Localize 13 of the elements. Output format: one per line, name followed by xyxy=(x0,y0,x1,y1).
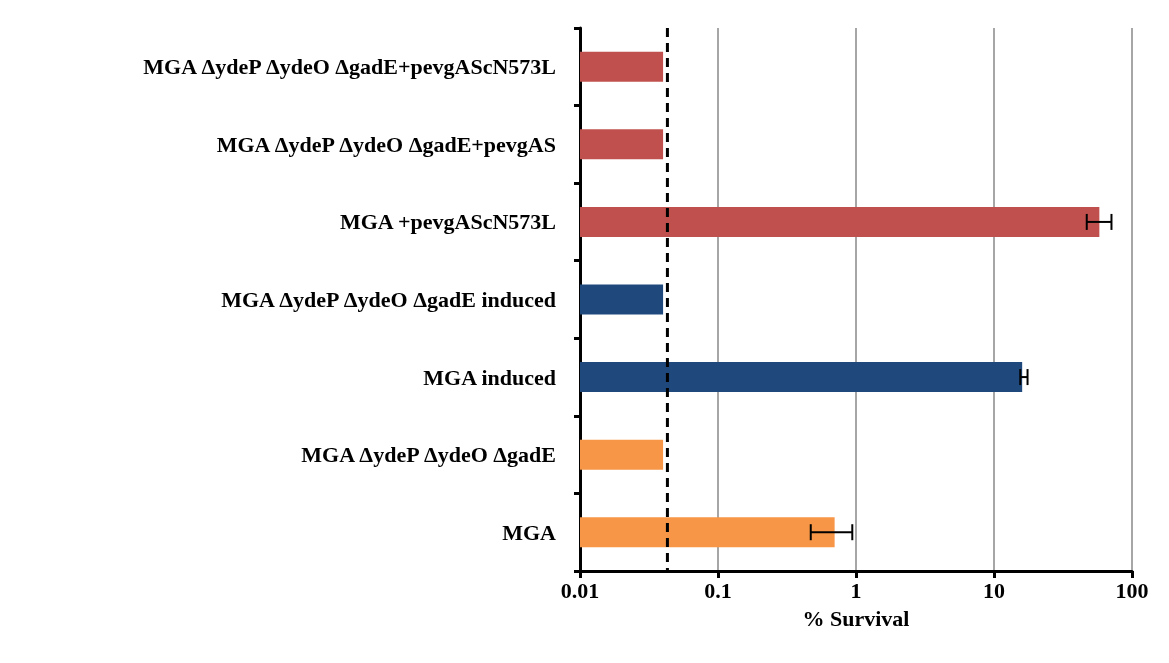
y-tick-label: MGA induced xyxy=(423,364,556,390)
y-tick-label: MGA ΔydeP ΔydeO ΔgadE induced xyxy=(221,287,556,312)
x-tick-label: 0.01 xyxy=(560,577,600,603)
x-tick-label: 100 xyxy=(1115,577,1149,603)
y-tick-label: MGA ΔydeP ΔydeO ΔgadE xyxy=(301,442,556,468)
x-tick-label: 1 xyxy=(850,577,862,603)
x-tick-label: 0.1 xyxy=(704,577,732,603)
y-tick-label: MGA +pevgAScN573L xyxy=(339,209,556,235)
x-tick-label: 10 xyxy=(983,577,1005,603)
x-axis-title: % Survival xyxy=(802,605,910,631)
y-tick-label: MGA xyxy=(502,519,557,545)
y-tick-label: MGA ΔydeP ΔydeO ΔgadE+pevgAScN573L xyxy=(143,54,556,80)
y-tick-label: MGA ΔydeP ΔydeO ΔgadE+pevgAS xyxy=(216,131,556,157)
